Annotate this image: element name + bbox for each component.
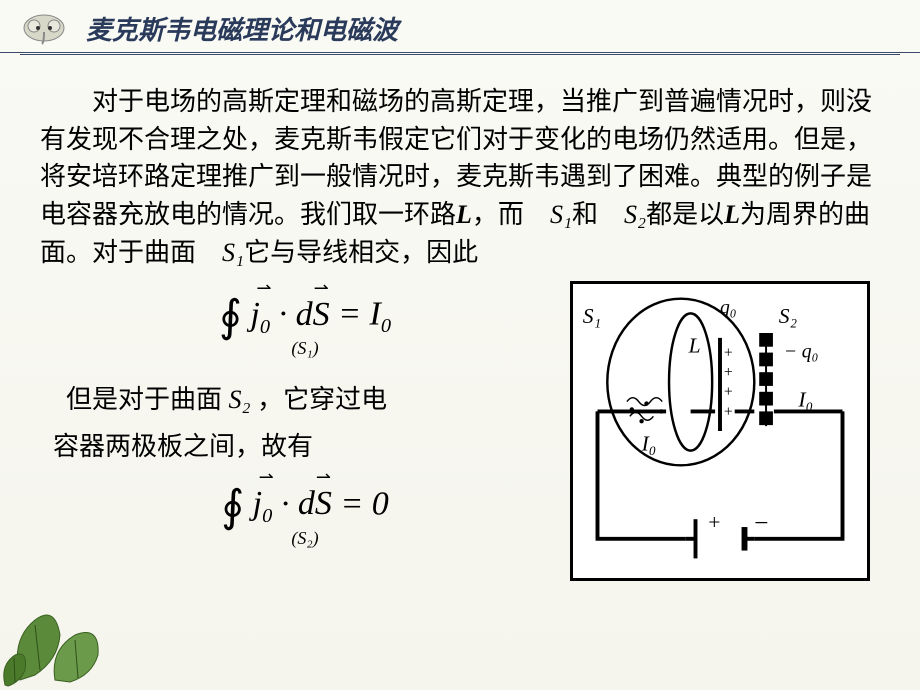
leaf-decoration-icon <box>0 580 150 690</box>
label-I0-left: I₀ <box>641 432 657 456</box>
svg-text:+: + <box>724 345 733 362</box>
text-segment: 但是对于曲面 <box>66 385 222 414</box>
figure-column: + − + + + + <box>570 281 880 586</box>
label-neg-q0: − q₀ <box>784 342 819 363</box>
label-S1: S₁ <box>583 305 601 329</box>
text-segment: ，它穿过电 <box>257 385 387 414</box>
slide-header: 麦克斯韦电磁理论和电磁波 <box>0 0 920 53</box>
text-segment: 和 <box>572 200 598 229</box>
mid-text-2: 容器两极板之间，故有 <box>40 424 570 471</box>
text-segment: 都是以 <box>646 200 724 229</box>
label-S2: S₂ <box>779 305 797 329</box>
text-segment: 容器两极板之间，故有 <box>53 432 313 461</box>
var-S1: S₁ <box>222 238 244 267</box>
equation-2: ∮ ⇀j0 · d⇀S = 0 (S₂) <box>40 481 570 549</box>
svg-text:+: + <box>724 365 733 382</box>
var-S1: S₁ <box>550 200 572 229</box>
main-paragraph: 对于电场的高斯定理和磁场的高斯定理，当推广到普遍情况时，则没有发现不合理之处，麦… <box>40 83 880 271</box>
label-L: L <box>688 334 701 358</box>
capacitor-circuit-diagram: + − + + + + <box>570 281 870 581</box>
slide-title: 麦克斯韦电磁理论和电磁波 <box>86 10 398 47</box>
label-I0-right: I₀ <box>797 388 813 412</box>
var-L: L <box>456 200 472 229</box>
var-S2: S₂ <box>229 385 251 414</box>
svg-text:+: + <box>724 384 733 401</box>
svg-text:+: + <box>708 510 720 534</box>
svg-text:−: − <box>754 508 768 537</box>
equation-1: ∮ ⇀j0 · d⇀S = I0 (S₁) <box>40 291 570 359</box>
svg-text:+: + <box>724 404 733 421</box>
var-S2: S₂ <box>624 200 646 229</box>
text-segment: ，而 <box>472 200 524 229</box>
mid-text-1: 但是对于曲面 S₂ ，它穿过电 <box>40 377 570 424</box>
var-L: L <box>724 200 740 229</box>
slide-content: 对于电场的高斯定理和磁场的高斯定理，当推广到普遍情况时，则没有发现不合理之处，麦… <box>0 53 920 586</box>
equations-column: ∮ ⇀j0 · d⇀S = I0 (S₁) 但是对于曲面 S₂ ，它穿过电 <box>40 281 570 567</box>
elephant-icon <box>20 12 68 46</box>
equation-figure-row: ∮ ⇀j0 · d⇀S = I0 (S₁) 但是对于曲面 S₂ ，它穿过电 <box>40 281 880 586</box>
text-segment: 它与导线相交，因此 <box>244 238 478 267</box>
label-q0: q₀ <box>720 298 737 319</box>
